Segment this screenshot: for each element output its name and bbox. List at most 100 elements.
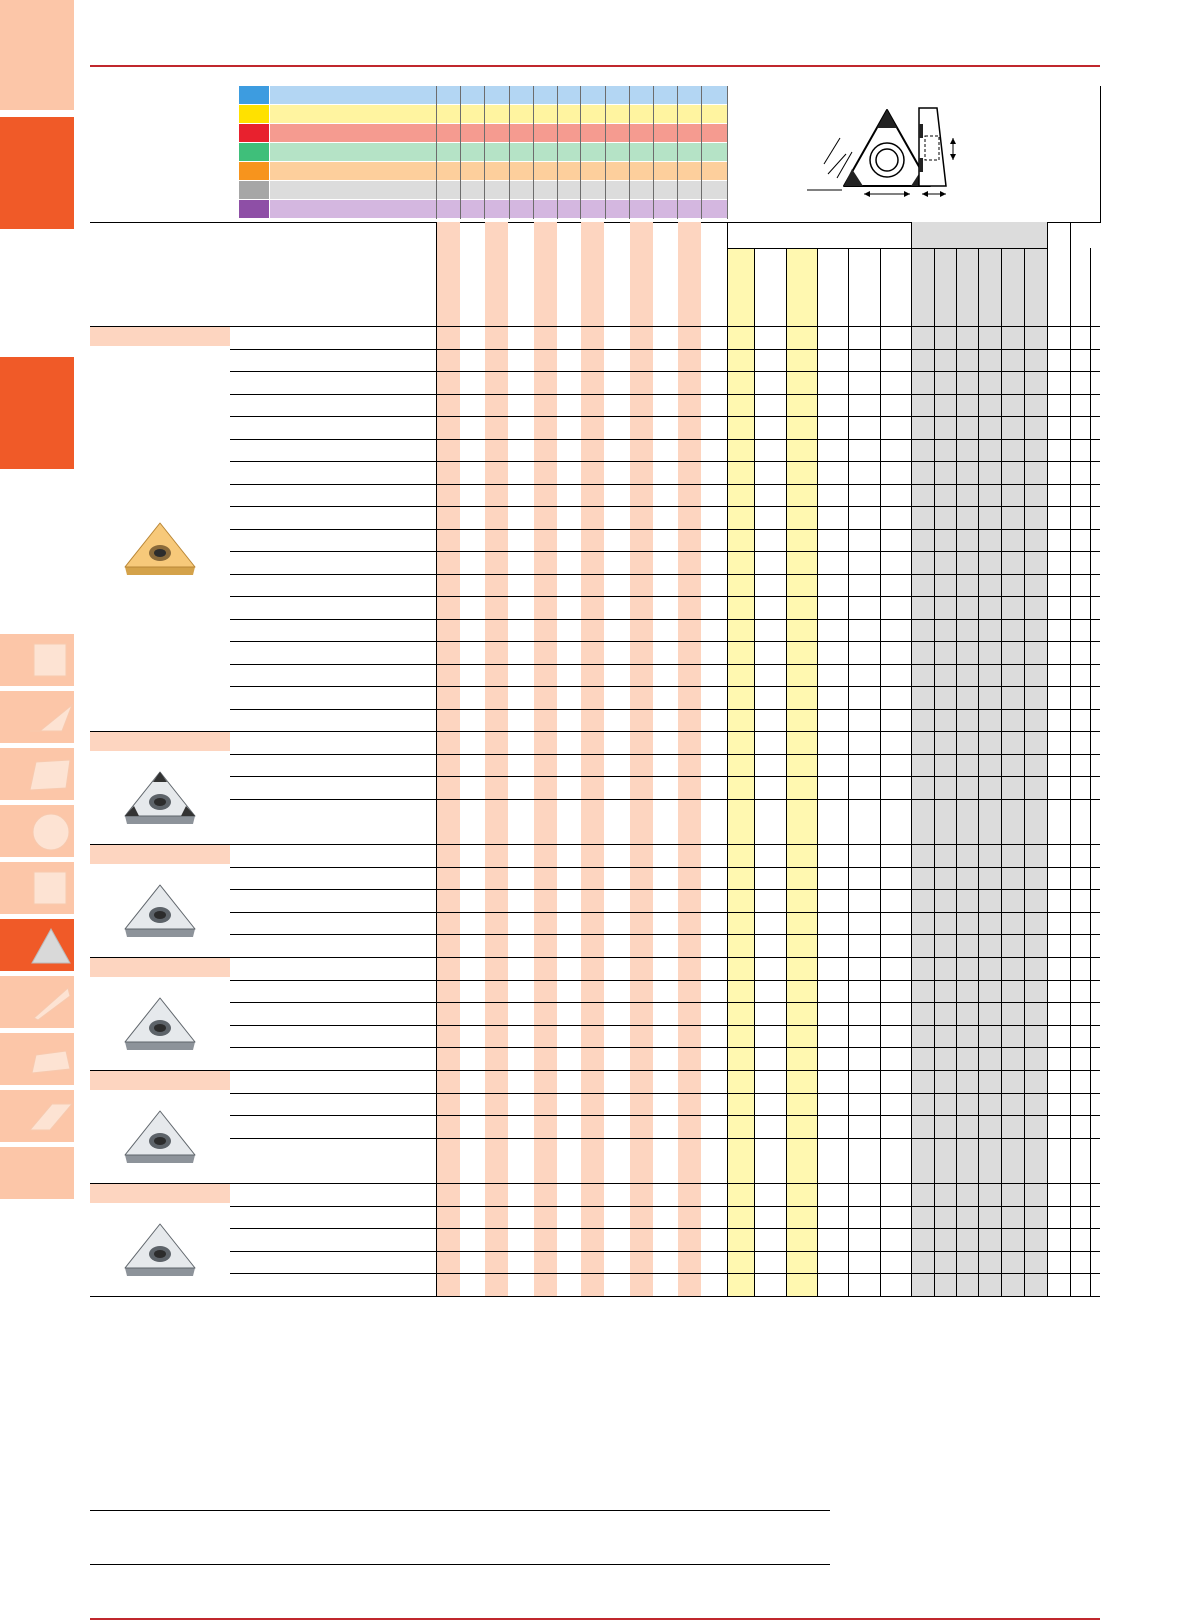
table-column-divider	[956, 248, 957, 1296]
table-row	[230, 889, 1100, 890]
side-tab-top[interactable]	[0, 0, 74, 110]
triangle-insert-icon	[31, 927, 71, 964]
legend-swatch	[239, 200, 269, 218]
table-column-divider	[786, 248, 787, 1296]
table-row	[230, 619, 1100, 620]
table-row	[230, 664, 1100, 665]
table-column-divider	[727, 222, 728, 1296]
insert-side-view-icon	[918, 107, 956, 197]
legend-column-divider	[533, 86, 534, 219]
legend-swatch	[239, 162, 269, 180]
table-row	[230, 1273, 1100, 1274]
table-row	[230, 439, 1100, 440]
legend-column-divider	[727, 86, 728, 219]
legend-band	[270, 200, 727, 218]
dimension-column-highlight	[727, 248, 754, 1296]
rhombic-80-insert-icon	[29, 759, 71, 791]
group-top-line	[90, 957, 1100, 958]
insert-dimension-diagram	[732, 86, 1100, 223]
table-row	[230, 934, 1100, 935]
table-row	[230, 394, 1100, 395]
footnote-rule-2	[90, 1564, 830, 1565]
subheader-line	[727, 248, 1047, 249]
legend-column-divider	[509, 86, 510, 219]
table-column-divider	[880, 248, 881, 1296]
side-nav-item[interactable]	[0, 1147, 74, 1199]
legend-band	[270, 105, 727, 123]
round-insert-icon	[32, 813, 70, 851]
side-nav-item[interactable]	[0, 862, 74, 914]
legend-column-divider	[701, 86, 702, 219]
table-row	[230, 1228, 1100, 1229]
group-top-line	[90, 731, 1100, 732]
gold-coated-triangle-insert-icon	[124, 522, 196, 575]
legend-column-divider	[677, 86, 678, 219]
legend-column-divider	[629, 86, 630, 219]
legend-swatch	[239, 124, 269, 142]
diagram-border	[1100, 86, 1101, 223]
table-row	[230, 596, 1100, 597]
table-row	[230, 754, 1100, 755]
header-bottom-line	[230, 326, 1100, 327]
table-row	[230, 349, 1100, 350]
other-icon	[0, 1147, 74, 1199]
grade-column-highlight	[485, 222, 508, 1296]
legend-column-divider	[436, 86, 437, 219]
side-nav-item[interactable]	[0, 748, 74, 800]
table-row	[230, 1025, 1100, 1026]
legend-column-divider	[580, 86, 581, 219]
table-column-divider	[754, 248, 755, 1296]
group-top-line	[90, 1070, 1100, 1071]
table-column-divider	[978, 248, 979, 1296]
table-column-divider	[1070, 222, 1071, 1296]
table-row	[230, 980, 1100, 981]
square-insert-icon	[33, 643, 67, 677]
table-column-divider	[911, 222, 912, 1296]
group-header-band	[90, 1070, 230, 1090]
side-nav-item[interactable]	[0, 1090, 74, 1142]
table-row	[230, 371, 1100, 372]
table-row	[230, 912, 1100, 913]
table-row	[230, 551, 1100, 552]
grade-column-highlight	[437, 222, 460, 1296]
legend-band	[270, 162, 727, 180]
side-nav-item[interactable]	[0, 805, 74, 857]
table-row	[230, 574, 1100, 575]
group-header-band	[90, 1183, 230, 1203]
legend-column-divider	[484, 86, 485, 219]
table-column-divider	[1024, 248, 1025, 1296]
legend-band	[270, 124, 727, 142]
table-column-divider	[934, 248, 935, 1296]
cermet-triangle-insert-icon	[124, 1223, 196, 1276]
legend-band	[270, 143, 727, 161]
group-top-line	[90, 1183, 1100, 1184]
cermet-triangle-insert-icon	[124, 884, 196, 937]
grade-column-highlight	[581, 222, 604, 1296]
legend-band	[270, 181, 727, 199]
legend-column-divider	[460, 86, 461, 219]
table-row	[230, 1206, 1100, 1207]
side-tab-section-1[interactable]	[0, 117, 74, 229]
group-header-band	[90, 957, 230, 977]
side-nav-item[interactable]	[0, 634, 74, 686]
table-column-divider	[1090, 248, 1091, 1296]
group-header-band	[90, 326, 230, 346]
table-column-divider	[1001, 248, 1002, 1296]
cermet-triangle-insert-icon	[124, 1110, 196, 1163]
table-row	[230, 1251, 1100, 1252]
trigon-insert-icon	[31, 1050, 71, 1074]
side-nav-item[interactable]	[0, 976, 74, 1028]
table-bottom-line	[90, 1296, 1100, 1297]
table-row	[230, 686, 1100, 687]
table-column-divider	[848, 248, 849, 1296]
cbn-tipped-triangle-insert-icon	[124, 771, 196, 824]
side-tab-section-2[interactable]	[0, 357, 74, 469]
table-row	[230, 1093, 1100, 1094]
table-row	[230, 484, 1100, 485]
grade-column-highlight	[534, 222, 557, 1296]
side-nav-item[interactable]	[0, 691, 74, 743]
legend-column-divider	[605, 86, 606, 219]
side-nav-item[interactable]	[0, 1033, 74, 1085]
side-nav-item[interactable]	[0, 919, 74, 971]
table-row	[230, 641, 1100, 642]
